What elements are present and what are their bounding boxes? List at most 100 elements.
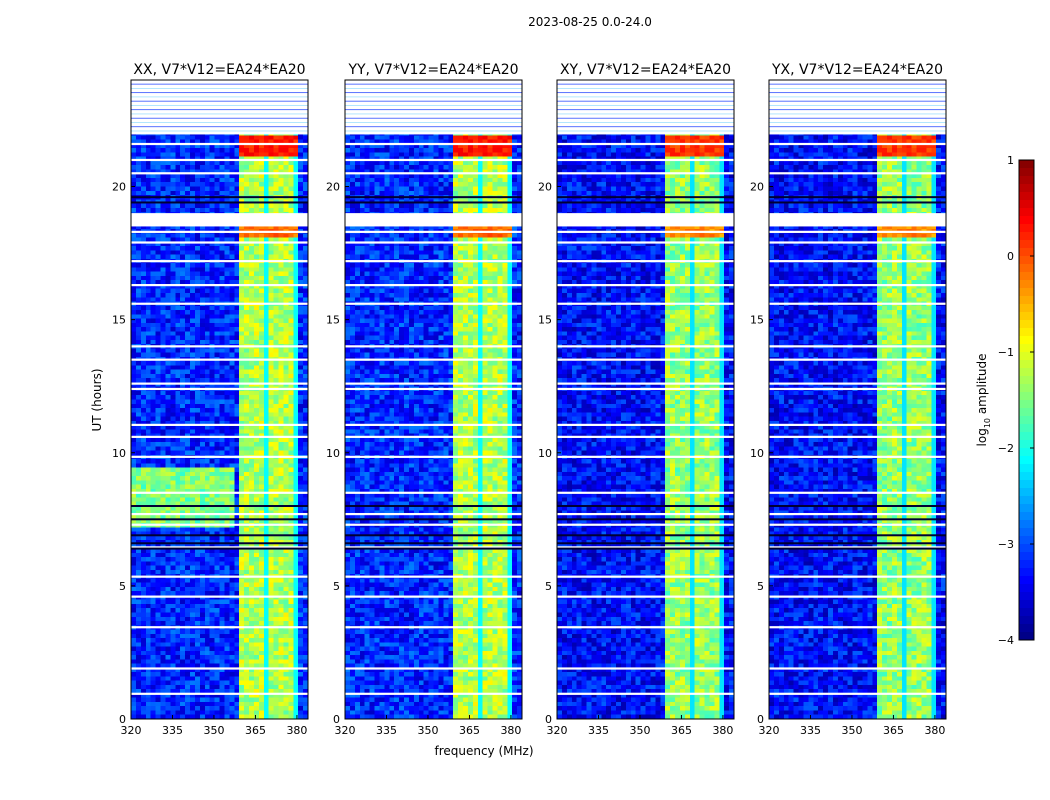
flagged-line	[131, 214, 308, 217]
striation	[345, 109, 522, 111]
striation	[131, 96, 308, 98]
dark-line	[345, 196, 522, 199]
striation	[557, 87, 734, 89]
dark-line	[769, 201, 946, 204]
flagged-line	[557, 382, 734, 385]
flagged-line	[769, 626, 946, 629]
colorbar-tick-label: 1	[1007, 154, 1014, 167]
panel: XX, V7*V12=EA24*EA20 320 335 350 365 380 0 5 10 1…	[112, 62, 309, 737]
flagged-line	[345, 214, 522, 217]
flagged-line	[345, 692, 522, 695]
striation	[131, 83, 308, 85]
x-tick-label: 350	[417, 724, 438, 737]
y-tick-label: 5	[757, 580, 764, 593]
flagged-line	[131, 523, 308, 526]
flagged-line	[769, 172, 946, 175]
flagged-line	[557, 626, 734, 629]
x-tick-label: 380	[500, 724, 521, 737]
striation	[131, 100, 308, 102]
flagged-line	[131, 284, 308, 287]
flagged-line	[557, 595, 734, 598]
flagged-line	[557, 302, 734, 305]
y-tick-label: 10	[112, 447, 126, 460]
flagged-line	[131, 260, 308, 263]
flagged-line	[769, 214, 946, 217]
striation	[769, 87, 946, 89]
striation	[769, 122, 946, 123]
y-tick-label: 10	[538, 447, 552, 460]
flagged-line	[131, 142, 308, 146]
flagged-line	[557, 523, 734, 526]
flagged-line	[345, 230, 522, 233]
x-tick-label: 335	[800, 724, 821, 737]
flagged-line	[131, 230, 308, 233]
x-tick-label: 320	[335, 724, 356, 737]
flagged-line	[769, 230, 946, 233]
striation	[769, 109, 946, 111]
striation	[557, 100, 734, 102]
striation	[131, 105, 308, 106]
dark-line	[769, 547, 946, 550]
y-tick-label: 5	[545, 580, 552, 593]
y-tick-label: 0	[333, 713, 340, 726]
flagged-line	[345, 512, 522, 516]
flagged-block	[345, 80, 522, 134]
flagged-line	[345, 523, 522, 526]
flagged-line	[557, 230, 734, 233]
dark-line	[345, 534, 522, 537]
striation	[557, 92, 734, 94]
flagged-line	[131, 302, 308, 305]
striation	[769, 100, 946, 102]
flagged-line	[557, 284, 734, 287]
flagged-line	[557, 455, 734, 458]
striation	[345, 92, 522, 94]
dark-line	[557, 518, 734, 521]
flagged-line	[345, 423, 522, 426]
flagged-line	[769, 523, 946, 526]
striation	[769, 83, 946, 85]
panel-title: YY, V7*V12=EA24*EA20	[347, 62, 518, 78]
striation	[131, 130, 308, 132]
flagged-line	[345, 132, 522, 135]
flagged-line	[769, 382, 946, 385]
flagged-line	[131, 172, 308, 175]
y-tick-label: 20	[538, 181, 552, 194]
y-tick-label: 15	[750, 314, 764, 327]
flagged-line	[769, 667, 946, 670]
dark-line	[769, 542, 946, 545]
flagged-line	[345, 575, 522, 578]
flagged-line	[345, 491, 522, 494]
flagged-line	[557, 546, 734, 549]
striation	[769, 113, 946, 115]
colorbar-tick-label: 0	[1007, 250, 1014, 263]
dark-line	[131, 534, 308, 537]
flagged-line	[131, 358, 308, 361]
flagged-line	[131, 241, 308, 244]
flagged-line	[557, 491, 734, 494]
striation	[345, 126, 522, 128]
colorbar-tick-label: −1	[998, 346, 1014, 359]
panel-title: XX, V7*V12=EA24*EA20	[133, 62, 305, 78]
colorbar: 1 0 −1 −2 −3 −4 log10 amplitude	[975, 154, 1035, 647]
striation	[131, 126, 308, 128]
dark-line	[557, 542, 734, 545]
x-tick-label: 350	[841, 724, 862, 737]
striation	[131, 92, 308, 94]
x-tick-label: 335	[162, 724, 183, 737]
flagged-line	[131, 626, 308, 629]
flagged-line	[345, 260, 522, 263]
panel-frame	[130, 79, 309, 720]
striation	[557, 109, 734, 111]
flagged-line	[345, 358, 522, 361]
dark-line	[131, 518, 308, 521]
flagged-line	[345, 284, 522, 287]
flagged-line	[557, 214, 734, 217]
x-tick-label: 380	[712, 724, 733, 737]
y-tick-label: 5	[333, 580, 340, 593]
x-tick-label: 335	[376, 724, 397, 737]
striation	[345, 87, 522, 89]
flagged-line	[345, 595, 522, 598]
flagged-line	[345, 546, 522, 549]
flagged-line	[557, 142, 734, 146]
striation	[345, 130, 522, 132]
